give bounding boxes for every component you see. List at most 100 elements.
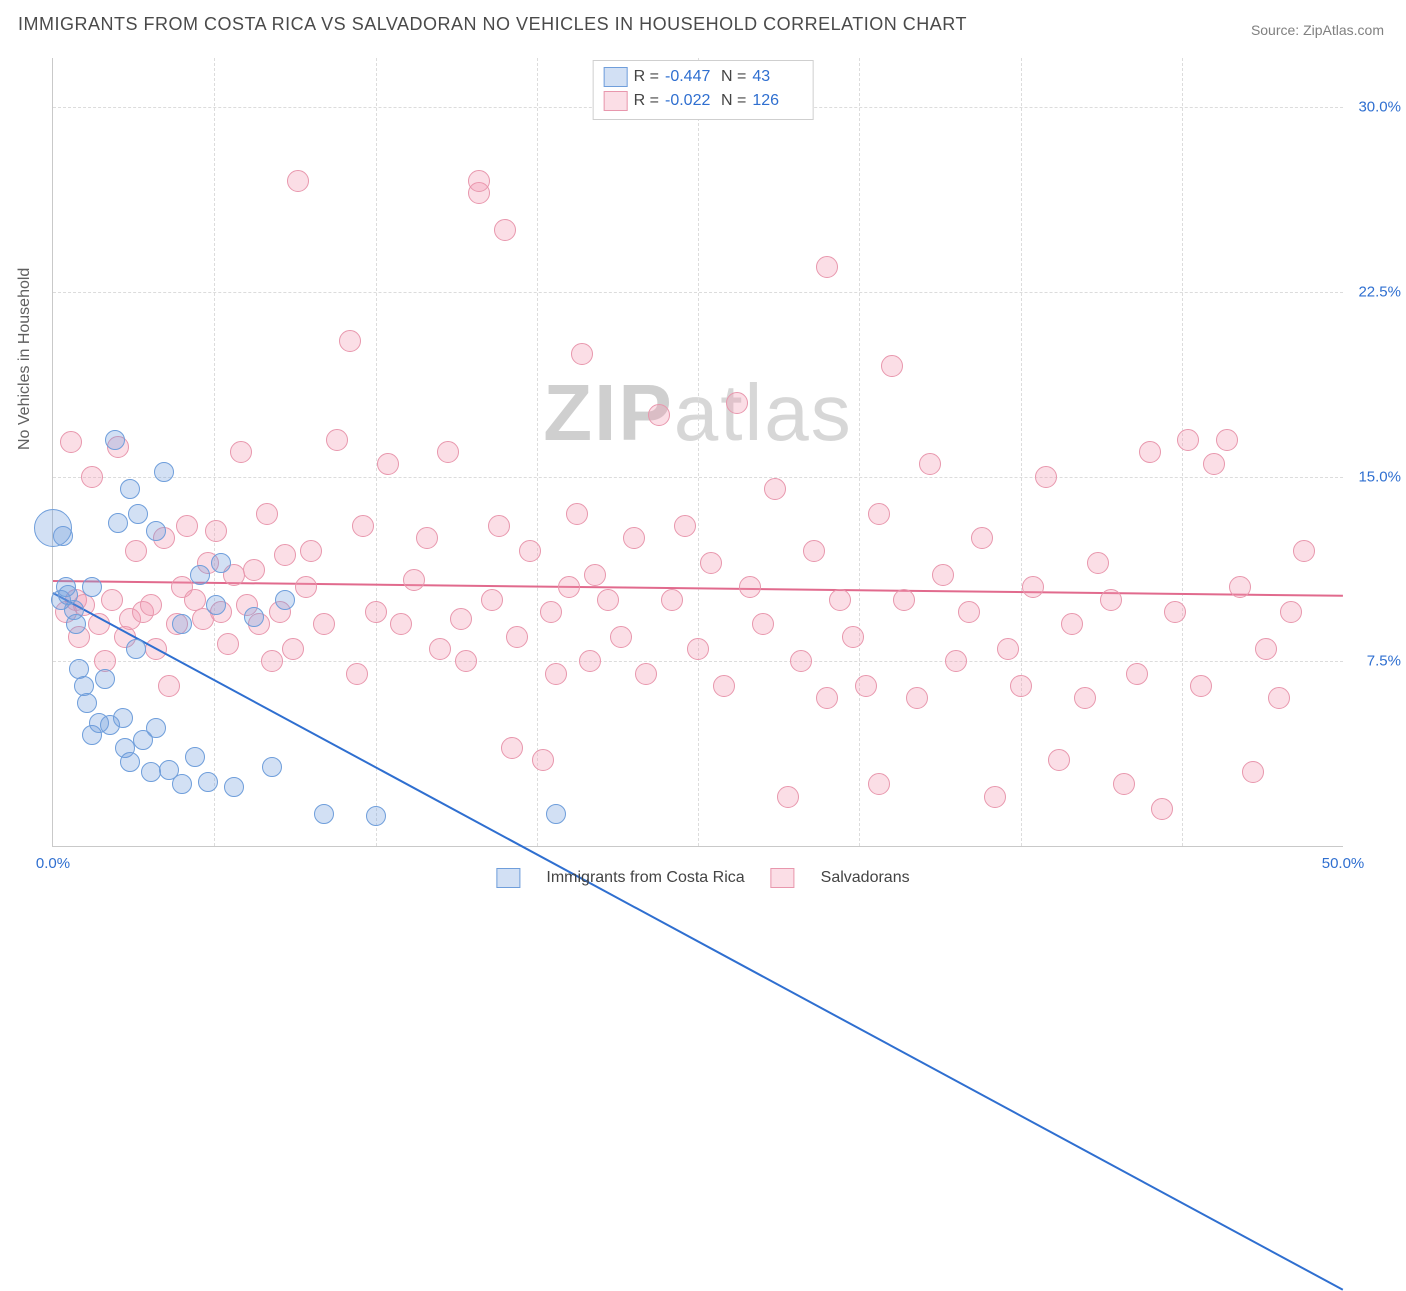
data-point-b <box>295 576 317 598</box>
R-label: R = <box>634 89 659 113</box>
data-point-b <box>300 540 322 562</box>
data-point-b <box>210 601 232 623</box>
data-point-b <box>313 613 335 635</box>
data-point-a <box>244 607 264 627</box>
data-point-b <box>217 633 239 655</box>
data-point-b <box>68 626 90 648</box>
data-point-b <box>107 436 129 458</box>
gridline-v <box>698 58 699 846</box>
data-point-a <box>146 718 166 738</box>
R-value-a: -0.447 <box>665 65 715 89</box>
data-point-b <box>816 256 838 278</box>
data-point-a <box>53 526 73 546</box>
data-point-b <box>566 503 588 525</box>
gridline-v <box>859 58 860 846</box>
data-point-b <box>661 589 683 611</box>
R-label: R = <box>634 65 659 89</box>
data-point-b <box>1255 638 1277 660</box>
data-point-b <box>545 663 567 685</box>
R-value-b: -0.022 <box>665 89 715 113</box>
plot-area: ZIPatlas 7.5%15.0%22.5%30.0%0.0%50.0% <box>52 58 1343 847</box>
y-tick-label: 30.0% <box>1349 99 1401 116</box>
data-point-b <box>287 170 309 192</box>
watermark-atlas: atlas <box>674 368 853 457</box>
N-label: N = <box>721 89 746 113</box>
data-point-b <box>532 749 554 771</box>
data-point-b <box>230 441 252 463</box>
data-point-b <box>958 601 980 623</box>
gridline-v <box>376 58 377 846</box>
data-point-b <box>205 520 227 542</box>
data-point-b <box>403 569 425 591</box>
data-point-b <box>881 355 903 377</box>
data-point-b <box>197 552 219 574</box>
data-point-b <box>1268 687 1290 709</box>
data-point-b <box>1190 675 1212 697</box>
stats-row-b: R = -0.022 N = 126 <box>604 89 803 113</box>
data-point-a <box>120 479 140 499</box>
data-point-b <box>158 675 180 697</box>
y-tick-label: 15.0% <box>1349 468 1401 485</box>
data-point-a <box>185 747 205 767</box>
chart-title: IMMIGRANTS FROM COSTA RICA VS SALVADORAN… <box>18 14 967 35</box>
data-point-b <box>713 675 735 697</box>
data-point-a <box>100 715 120 735</box>
data-point-b <box>429 638 451 660</box>
data-point-b <box>119 608 141 630</box>
data-point-a <box>120 752 140 772</box>
data-point-b <box>1293 540 1315 562</box>
data-point-a <box>172 774 192 794</box>
y-tick-label: 7.5% <box>1349 653 1401 670</box>
data-point-b <box>1242 761 1264 783</box>
data-point-a <box>154 462 174 482</box>
data-point-b <box>1280 601 1302 623</box>
data-point-b <box>171 576 193 598</box>
data-point-b <box>494 219 516 241</box>
data-point-b <box>125 540 147 562</box>
watermark-zip: ZIP <box>543 368 673 457</box>
data-point-b <box>700 552 722 574</box>
source-label: Source: ZipAtlas.com <box>1251 22 1384 38</box>
data-point-a <box>546 804 566 824</box>
data-point-b <box>752 613 774 635</box>
data-point-a <box>224 777 244 797</box>
data-point-b <box>468 170 490 192</box>
data-point-b <box>1061 613 1083 635</box>
data-point-b <box>274 544 296 566</box>
gridline-v <box>1182 58 1183 846</box>
data-point-b <box>1048 749 1070 771</box>
data-point-b <box>60 431 82 453</box>
data-point-a <box>89 713 109 733</box>
data-point-b <box>506 626 528 648</box>
bottom-legend: Immigrants from Costa Rica Salvadorans <box>496 868 909 888</box>
data-point-a <box>172 614 192 634</box>
data-point-b <box>236 594 258 616</box>
data-point-b <box>352 515 374 537</box>
data-point-b <box>610 626 632 648</box>
data-point-a <box>146 521 166 541</box>
data-point-b <box>101 589 123 611</box>
data-point-b <box>243 559 265 581</box>
data-point-b <box>481 589 503 611</box>
data-point-b <box>269 601 291 623</box>
data-point-b <box>997 638 1019 660</box>
data-point-b <box>635 663 657 685</box>
data-point-a <box>113 708 133 728</box>
data-point-b <box>488 515 510 537</box>
data-point-b <box>192 608 214 630</box>
data-point-b <box>842 626 864 648</box>
legend-label-a: Immigrants from Costa Rica <box>546 869 744 887</box>
legend-label-b: Salvadorans <box>821 869 910 887</box>
x-tick-label: 50.0% <box>1322 855 1365 872</box>
stats-box: R = -0.447 N = 43 R = -0.022 N = 126 <box>593 60 814 120</box>
data-point-a <box>314 804 334 824</box>
gridline-v <box>214 58 215 846</box>
data-point-b <box>906 687 928 709</box>
data-point-b <box>674 515 696 537</box>
legend-swatch-b <box>771 868 795 888</box>
data-point-b <box>282 638 304 660</box>
gridline-v <box>537 58 538 846</box>
data-point-b <box>501 737 523 759</box>
N-value-b: 126 <box>752 89 802 113</box>
data-point-b <box>468 182 490 204</box>
